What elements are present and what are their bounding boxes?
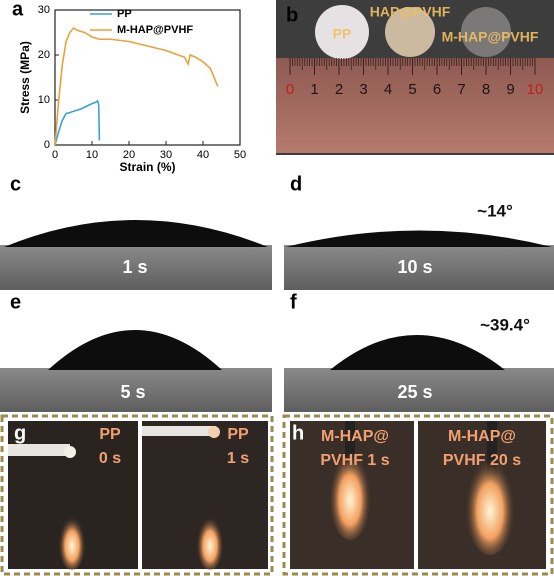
ruler-label: 7	[457, 81, 465, 98]
substrate-c	[0, 245, 272, 290]
substrate-e	[0, 368, 272, 412]
droplet-f	[330, 335, 505, 370]
x-tick-label: 20	[123, 149, 135, 161]
flame-label: PP	[227, 426, 249, 443]
y-tick-label: 0	[44, 139, 50, 151]
panel-label: d	[290, 173, 302, 195]
flame-label: 1 s	[227, 450, 249, 467]
x-tick-label: 10	[86, 149, 98, 161]
time-label: 10 s	[397, 257, 432, 277]
y-axis-label: Stress (MPa)	[18, 41, 32, 114]
flame-label: PVHF 20 s	[443, 452, 521, 469]
disc-hap	[385, 7, 435, 57]
droplet-c	[4, 220, 268, 247]
legend-label: PP	[117, 8, 132, 20]
sample-label: PP	[333, 26, 352, 42]
substrate-f	[284, 368, 554, 412]
y-tick-label: 30	[38, 4, 50, 16]
panel-label: c	[10, 173, 21, 195]
flame-label: M-HAP@	[448, 428, 516, 445]
flame-photos	[8, 421, 546, 570]
time-label: 25 s	[397, 382, 432, 402]
panel-label: a	[12, 0, 24, 20]
disc-mhap	[461, 7, 511, 57]
sample-label: HAP@PVHF	[370, 4, 451, 20]
x-axis-label: Strain (%)	[119, 160, 175, 174]
angle-label: ~39.4°	[480, 315, 530, 334]
time-label: 1 s	[122, 257, 147, 277]
ruler-label: 0	[286, 81, 294, 98]
y-tick-label: 20	[38, 49, 50, 61]
droplet-d	[286, 230, 552, 247]
x-tick-label: 0	[52, 149, 58, 161]
ruler-label: 10	[527, 81, 544, 98]
flame-label: 0 s	[99, 450, 121, 467]
legend-label: M-HAP@PVHF	[117, 24, 193, 36]
ruler-label: 9	[506, 81, 514, 98]
line	[54, 26, 219, 146]
panel-label: e	[10, 291, 21, 313]
ruler-label: 3	[359, 81, 367, 98]
droplet-e	[48, 330, 222, 370]
ruler	[276, 58, 554, 153]
ruler-label: 8	[482, 81, 490, 98]
frame-h	[282, 414, 554, 576]
y-tick-label: 10	[38, 94, 50, 106]
time-label: 5 s	[120, 382, 145, 402]
panel-label: h	[292, 422, 304, 444]
sample-label: M-HAP@PVHF	[442, 29, 539, 45]
frame-g	[0, 414, 274, 576]
disc-pp	[315, 5, 369, 59]
angle-label: ~14°	[477, 201, 513, 220]
plot-frame	[54, 9, 241, 146]
ruler-label: 1	[310, 81, 318, 98]
flame-label: M-HAP@	[321, 428, 389, 445]
ruler-label: 4	[384, 81, 392, 98]
x-tick-label: 40	[197, 149, 209, 161]
ruler-label: 6	[433, 81, 441, 98]
ruler-label: 5	[408, 81, 416, 98]
ruler-label: 2	[335, 81, 343, 98]
substrate-d	[284, 245, 554, 290]
flame-label: PVHF 1 s	[320, 452, 389, 469]
line	[54, 99, 101, 146]
panel-label: g	[14, 422, 26, 444]
panel-label: b	[286, 4, 298, 26]
x-tick-label: 30	[160, 149, 172, 161]
panel-label: f	[290, 291, 297, 313]
flame-label: PP	[99, 426, 121, 443]
x-tick-label: 50	[234, 149, 246, 161]
